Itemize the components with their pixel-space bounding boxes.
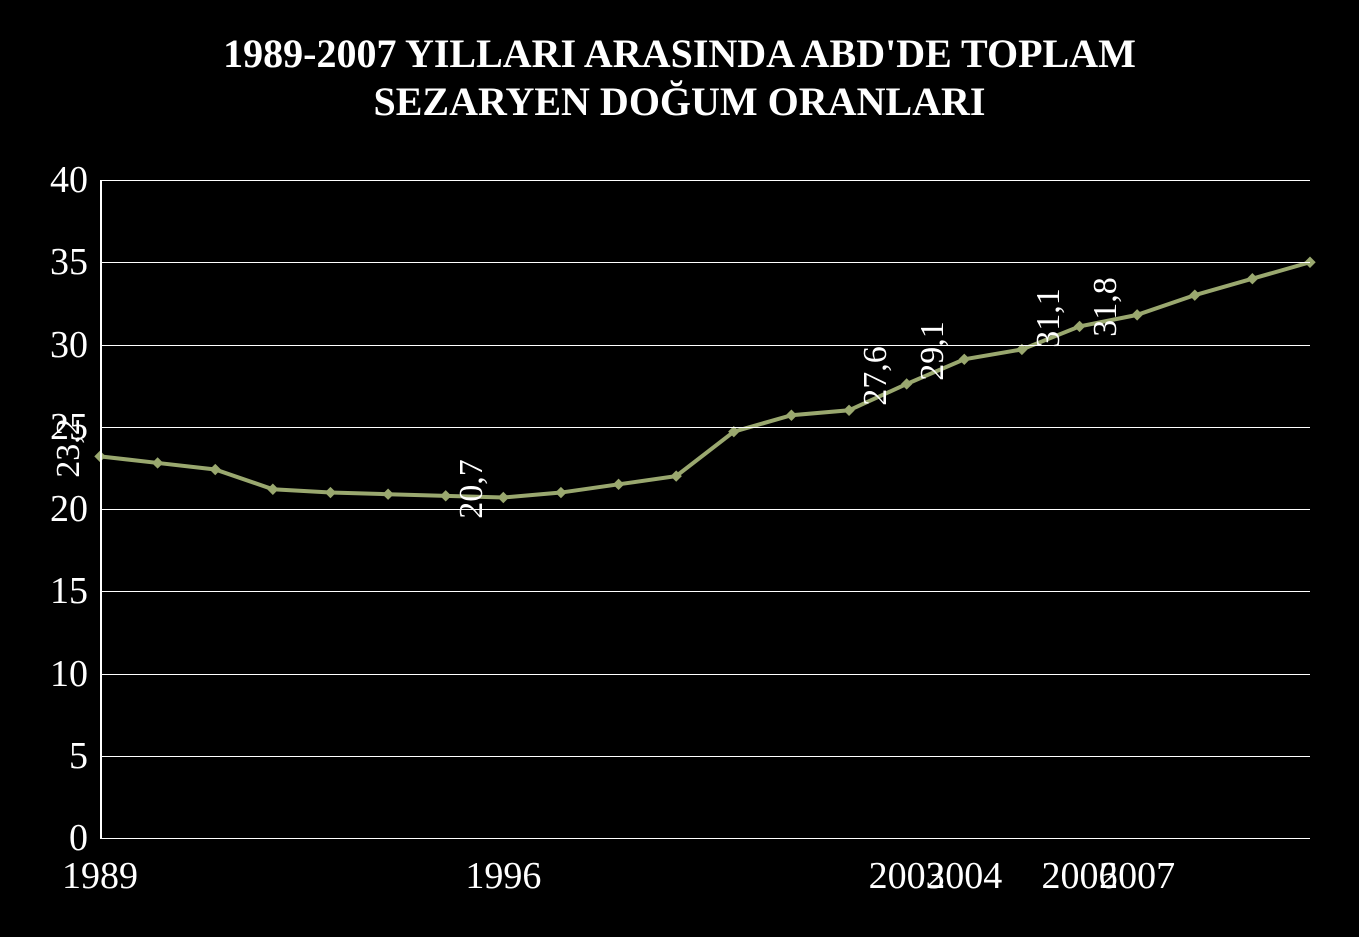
- gridline: [100, 756, 1310, 757]
- chart-container: 1989-2007 YILLARI ARASINDA ABD'DE TOPLAM…: [0, 0, 1359, 937]
- gridline: [100, 427, 1310, 428]
- data-label: 29,1: [914, 322, 964, 382]
- data-marker: [556, 488, 566, 498]
- gridline: [100, 262, 1310, 263]
- gridline: [100, 180, 1310, 181]
- data-marker: [786, 410, 796, 420]
- gridline: [100, 674, 1310, 675]
- data-marker: [614, 479, 624, 489]
- data-marker: [441, 491, 451, 501]
- y-tick-label: 5: [69, 734, 100, 778]
- data-marker: [325, 488, 335, 498]
- data-label: 20,7: [453, 460, 503, 520]
- gridline: [100, 345, 1310, 346]
- data-marker: [153, 458, 163, 468]
- plot-area: 0510152025303540198919962003200420062007…: [100, 180, 1310, 838]
- data-label: 27,6: [857, 346, 907, 406]
- data-marker: [268, 484, 278, 494]
- x-tick-label: 1989: [62, 838, 138, 898]
- x-tick-label: 1996: [465, 838, 541, 898]
- gridline: [100, 591, 1310, 592]
- x-tick-label: 2004: [926, 838, 1002, 898]
- y-tick-label: 35: [50, 240, 100, 284]
- chart-title: 1989-2007 YILLARI ARASINDA ABD'DE TOPLAM…: [0, 30, 1359, 126]
- y-tick-label: 20: [50, 487, 100, 531]
- data-marker: [383, 489, 393, 499]
- data-marker: [1190, 290, 1200, 300]
- x-tick-label: 2007: [1099, 838, 1175, 898]
- y-tick-label: 15: [50, 569, 100, 613]
- data-label: 31,1: [1030, 289, 1080, 349]
- data-label: 31,8: [1087, 277, 1137, 337]
- data-marker: [210, 465, 220, 475]
- y-tick-label: 10: [50, 652, 100, 696]
- data-label: 23,2: [50, 419, 100, 479]
- y-axis-line: [100, 180, 102, 838]
- gridline: [100, 509, 1310, 510]
- y-tick-label: 40: [50, 158, 100, 202]
- y-tick-label: 30: [50, 323, 100, 367]
- data-marker: [1247, 274, 1257, 284]
